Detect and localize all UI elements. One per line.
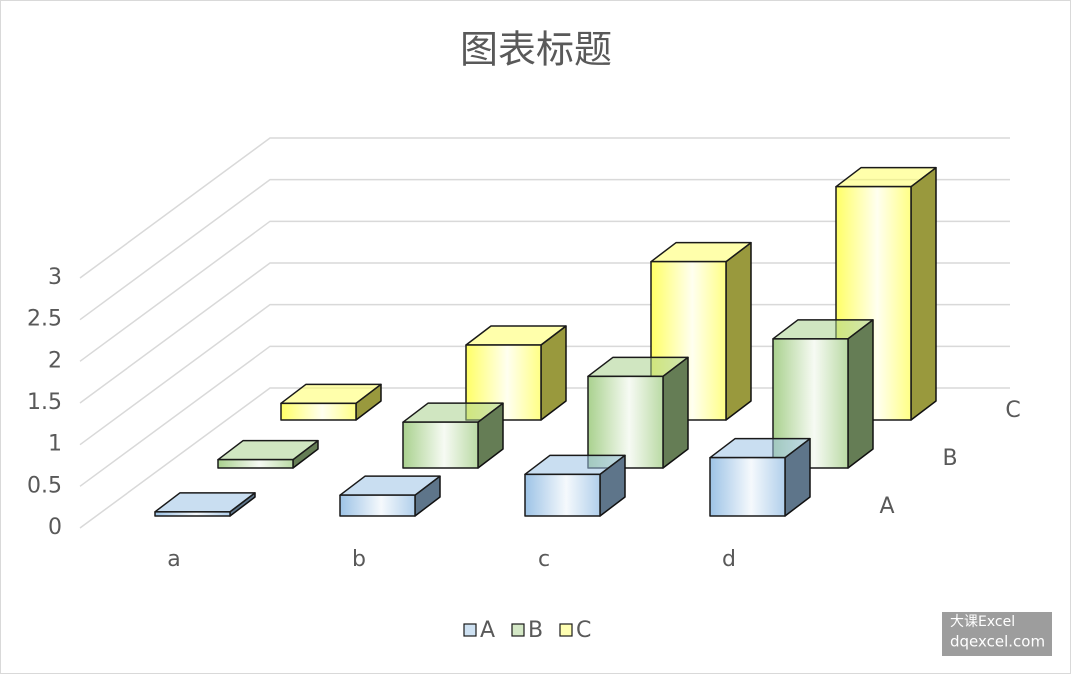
legend-swatch: [511, 623, 525, 637]
grid-line: [79, 345, 1010, 487]
y-tick-label: 3: [48, 265, 62, 290]
watermark: 大课Excel dqexcel.com: [942, 612, 1052, 656]
depth-label: B: [942, 446, 957, 471]
watermark-line: 大课Excel: [950, 614, 1015, 630]
bar-side: [910, 166, 937, 421]
y-tick-label: 1.5: [27, 390, 62, 415]
depth-label: A: [879, 494, 894, 519]
watermark-line: dqexcel.com: [950, 633, 1045, 651]
y-tick-label: 0.5: [27, 473, 62, 498]
bar-front: [280, 402, 357, 421]
grid-line: [79, 262, 1010, 404]
bar: [402, 402, 504, 469]
bar: [587, 356, 689, 469]
grid-line: [79, 387, 1010, 529]
legend-label: A: [480, 618, 495, 643]
legend-label: B: [528, 618, 543, 643]
y-tick-label: 2: [48, 348, 62, 373]
bar: [465, 325, 567, 421]
x-tick-label: d: [722, 547, 736, 572]
bar: [709, 437, 811, 517]
bar: [524, 454, 626, 517]
bar: [650, 241, 752, 421]
bar-front: [709, 456, 786, 517]
legend-swatch: [559, 623, 573, 637]
bar-front: [402, 421, 479, 469]
grid-line: [79, 220, 1010, 362]
x-tick-label: a: [167, 547, 180, 572]
bar: [154, 492, 256, 517]
bar-front: [154, 511, 231, 517]
bar-front: [339, 494, 416, 517]
bar-side: [847, 319, 874, 469]
bar-front: [587, 375, 664, 469]
grid-line: [79, 178, 1010, 321]
legend-label: C: [576, 618, 591, 643]
bar-front: [217, 458, 294, 469]
depth-label: C: [1005, 398, 1020, 423]
x-tick-label: b: [352, 547, 366, 572]
bar: [217, 439, 319, 469]
bar: [280, 383, 382, 421]
x-tick-label: c: [538, 547, 550, 572]
y-tick-label: 0: [48, 515, 62, 540]
grid-line: [79, 137, 1010, 279]
bar-front: [524, 473, 601, 517]
y-tick-label: 2.5: [27, 307, 62, 332]
bar-side: [725, 241, 752, 421]
legend-swatch: [463, 623, 477, 637]
chart-title: 图表标题: [460, 28, 612, 72]
grid-line: [79, 303, 1010, 446]
bar: [339, 475, 441, 517]
y-tick-label: 1: [48, 432, 62, 457]
